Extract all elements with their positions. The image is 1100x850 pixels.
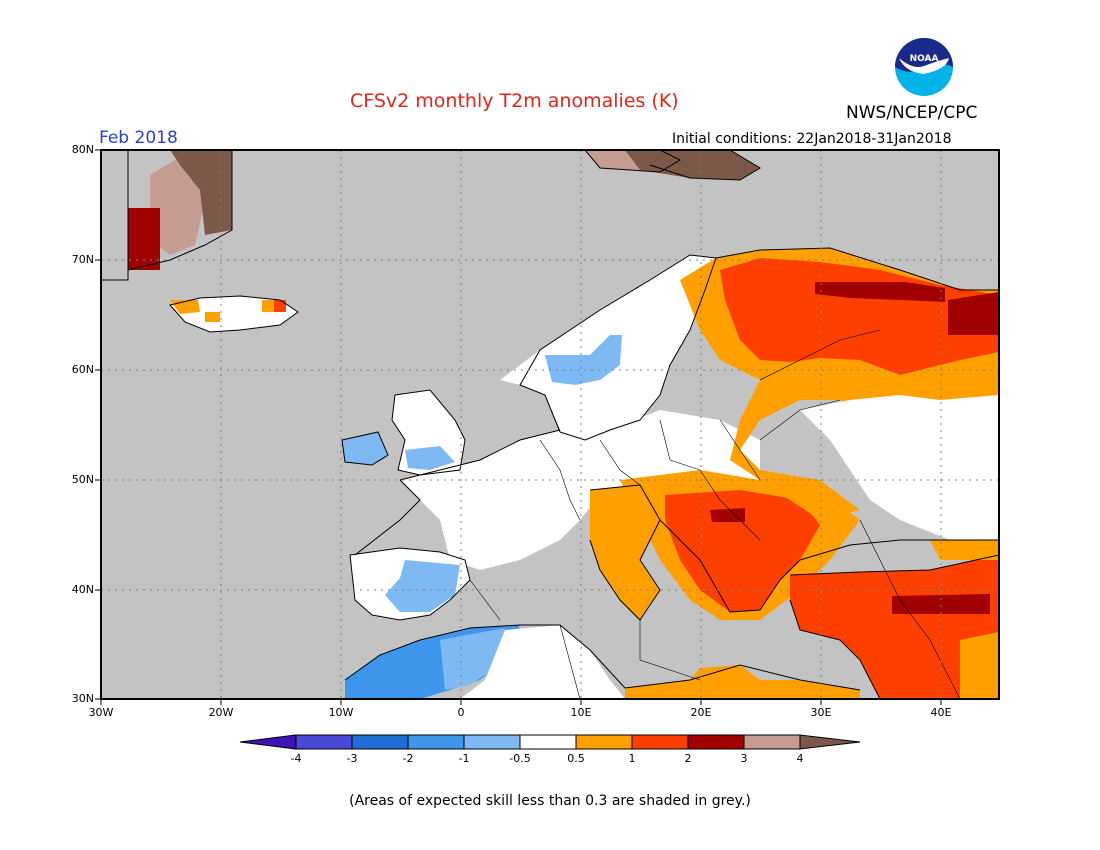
organization-label: NWS/NCEP/CPC: [846, 103, 978, 123]
iceland-hot-e: [274, 300, 286, 312]
lon-label: 10W: [328, 706, 354, 719]
colorbar-label: 3: [740, 752, 748, 765]
colorbar-cell-3: [407, 734, 465, 750]
lon-label: 40E: [930, 706, 952, 719]
sahara-neutral: [460, 625, 625, 699]
lat-label: 40N: [71, 583, 94, 596]
map-frame: [100, 149, 1000, 700]
svg-text:NOAA: NOAA: [910, 54, 939, 64]
colorbar-label: -0.5: [509, 752, 531, 765]
chart-title: CFSv2 monthly T2m anomalies (K): [350, 90, 679, 112]
russia-max: [815, 282, 945, 302]
lat-label: 60N: [71, 363, 94, 376]
colorbar-cell-8: [687, 734, 745, 750]
central-europe-neutral: [400, 410, 760, 570]
graticule: [101, 150, 999, 699]
iceland-warm-w: [205, 312, 220, 322]
greenland-max: [128, 208, 160, 270]
greenland-extreme: [170, 150, 232, 235]
colorbar-cell-10: [799, 734, 861, 750]
colorbar-label: 0.5: [567, 752, 585, 765]
norway-cool-patch: [545, 335, 622, 385]
ireland-cool: [342, 432, 388, 465]
urals-max: [948, 292, 999, 335]
colorbar-label: 4: [796, 752, 804, 765]
lon-label: 30E: [810, 706, 832, 719]
lat-label: 80N: [71, 143, 94, 156]
turkey-hot: [790, 555, 999, 699]
lon-label: 30W: [88, 706, 114, 719]
colorbar-label: 2: [684, 752, 692, 765]
hungary-max: [710, 508, 745, 522]
forecast-month: Feb 2018: [99, 128, 178, 148]
initial-conditions: Initial conditions: 22Jan2018-31Jan2018: [672, 131, 952, 147]
iberia-cool: [385, 560, 460, 612]
footnote: (Areas of expected skill less than 0.3 a…: [349, 793, 751, 809]
greenland-very-warm: [150, 160, 205, 255]
turkey-max: [892, 594, 990, 614]
colorbar-label: 1: [628, 752, 636, 765]
axis-ticks: [95, 149, 942, 705]
coastlines: [101, 149, 1000, 700]
country-borders: [469, 329, 961, 700]
balkans-hot: [665, 490, 820, 612]
colorbar-cell-7: [631, 734, 689, 750]
colorbar-cell-6: [575, 734, 633, 750]
lat-label: 50N: [71, 473, 94, 486]
lon-label: 20E: [690, 706, 712, 719]
lat-label: 70N: [71, 253, 94, 266]
colorbar-label: -4: [290, 752, 302, 765]
colorbar-label: -1: [458, 752, 470, 765]
britain-cool: [405, 446, 455, 470]
north-africa-lightblue: [440, 628, 505, 690]
ukraine-neutral: [800, 395, 999, 540]
middle-east-warm: [960, 632, 999, 699]
colorbar-cell-4: [463, 734, 521, 750]
colorbar-cell-0: [239, 734, 297, 750]
lon-label: 20W: [208, 706, 234, 719]
colorbar-label: -2: [402, 752, 414, 765]
colorbar-label: -3: [346, 752, 358, 765]
libya-warm: [625, 665, 860, 699]
svalbard-extreme: [625, 150, 760, 180]
lon-label: 0: [457, 706, 465, 719]
colorbar: [239, 734, 861, 750]
lat-label: 30N: [71, 692, 94, 705]
colorbar-cell-1: [295, 734, 353, 750]
caucasus-warm: [930, 540, 999, 560]
colorbar-cell-5: [519, 734, 577, 750]
noaa-logo-icon: NOAA: [895, 38, 953, 96]
colorbar-cell-9: [743, 734, 801, 750]
lon-label: 10E: [570, 706, 592, 719]
colorbar-cell-2: [351, 734, 409, 750]
